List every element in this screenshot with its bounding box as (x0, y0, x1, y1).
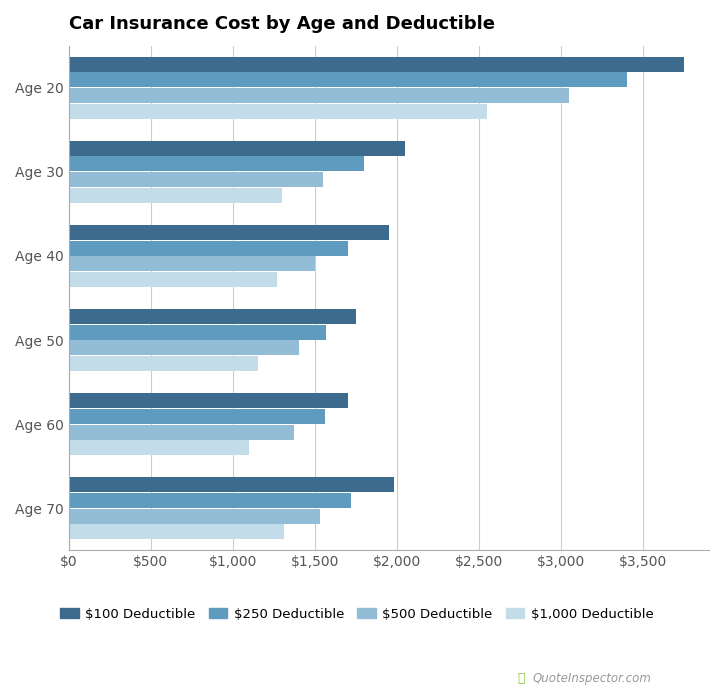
Bar (69, 477, 394, 492)
Bar (69, 188, 282, 203)
Bar (69, 272, 277, 287)
Text: Car Insurance Cost by Age and Deductible: Car Insurance Cost by Age and Deductible (69, 15, 494, 33)
Bar (69, 340, 298, 356)
Bar (69, 104, 487, 119)
Bar (69, 524, 284, 540)
Bar (69, 172, 323, 187)
Legend: $100 Deductible, $250 Deductible, $500 Deductible, $1,000 Deductible: $100 Deductible, $250 Deductible, $500 D… (55, 603, 659, 626)
Bar (69, 225, 389, 240)
Bar (69, 325, 327, 340)
Bar (69, 356, 258, 371)
Bar (69, 440, 249, 455)
Text: QuoteInspector.com: QuoteInspector.com (533, 671, 652, 685)
Bar (69, 256, 315, 272)
Bar (69, 141, 405, 155)
Bar (69, 493, 351, 508)
Bar (69, 88, 570, 103)
Bar (69, 509, 320, 524)
Text: Ⓢ: Ⓢ (518, 671, 525, 685)
Bar (69, 409, 325, 423)
Bar (69, 241, 348, 256)
Bar (69, 309, 356, 324)
Bar (69, 425, 294, 440)
Bar (69, 393, 348, 408)
Bar (69, 57, 684, 71)
Bar (69, 157, 364, 172)
Bar (69, 72, 627, 88)
